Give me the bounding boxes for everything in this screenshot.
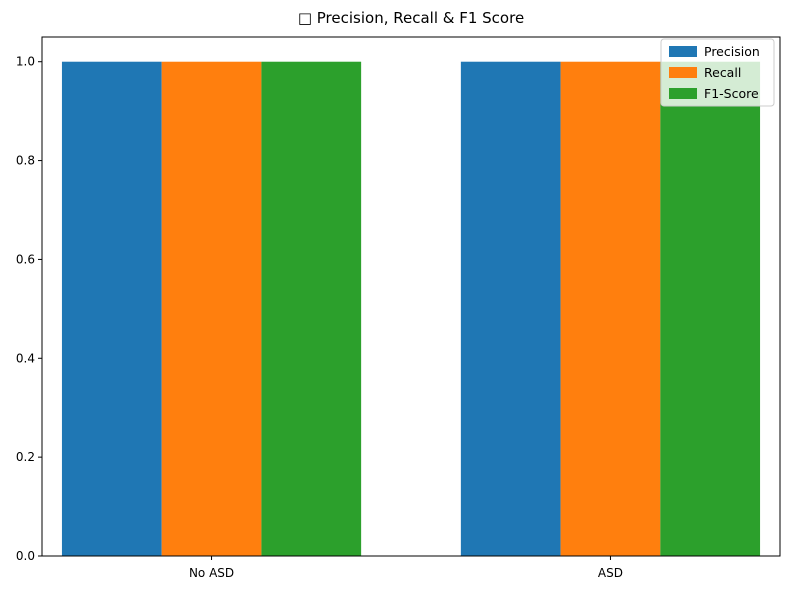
bar-precision-asd <box>460 61 561 556</box>
legend-label: Recall <box>704 65 741 80</box>
y-tick-label: 0.8 <box>16 154 35 168</box>
bars-group <box>61 61 761 556</box>
y-tick-label: 0.0 <box>16 549 35 563</box>
legend-swatch <box>669 88 697 99</box>
bar-f1-score-asd <box>660 61 761 556</box>
bar-f1-score-no-asd <box>261 61 362 556</box>
x-tick-label: No ASD <box>189 566 234 580</box>
bar-precision-no-asd <box>61 61 162 556</box>
axes-group: 0.0 0.2 0.4 0.6 0.8 1.0 No ASD ASD <box>16 36 781 580</box>
x-tick-label: ASD <box>598 566 623 580</box>
bar-recall-no-asd <box>161 61 262 556</box>
y-tick-label: 0.4 <box>16 351 35 365</box>
legend-swatch <box>669 67 697 78</box>
chart-title: □ Precision, Recall & F1 Score <box>298 9 524 27</box>
legend-label: Precision <box>704 44 760 59</box>
legend: Precision Recall F1-Score <box>660 38 775 107</box>
y-tick-label: 0.6 <box>16 252 35 266</box>
bar-recall-asd <box>560 61 661 556</box>
y-tick-label: 0.2 <box>16 450 35 464</box>
legend-label: F1-Score <box>704 86 759 101</box>
legend-swatch <box>669 46 697 57</box>
y-tick-label: 1.0 <box>16 55 35 69</box>
plot-frame <box>41 36 781 557</box>
